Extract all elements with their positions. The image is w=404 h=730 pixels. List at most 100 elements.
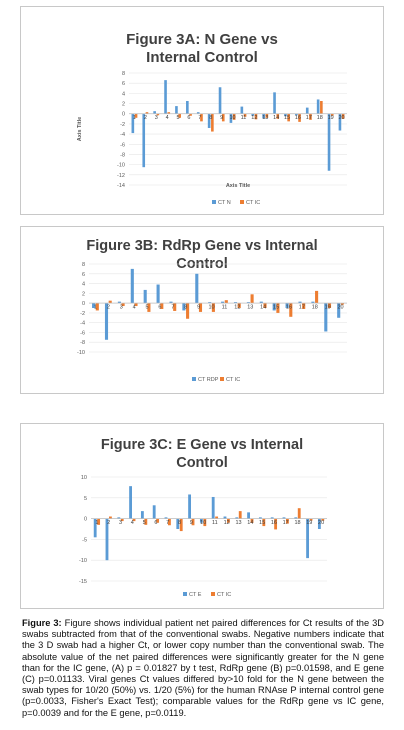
chart-b-bar-ic [121, 303, 125, 307]
caption-text: Figure shows individual patient net pair… [22, 618, 385, 718]
chart-c-bar-gene [294, 517, 298, 519]
chart-c-title: Figure 3C: E Gene vs Internal Control [21, 436, 383, 472]
chart-a-bar-ic [200, 113, 203, 122]
chart-b-ytick-label: 6 [82, 272, 85, 278]
chart-c-bar-gene [258, 517, 262, 519]
chart-b-bar-ic [211, 303, 215, 312]
chart-b-category-label: 11 [222, 305, 228, 311]
chart-c-bar-gene [188, 494, 191, 519]
chart-a-bar-ic [287, 113, 290, 122]
chart-c-category-label: 19 [306, 520, 312, 526]
chart-b-category-label: 2 [107, 305, 110, 311]
chart-a-bar-gene [196, 112, 200, 114]
chart-b-bar-gene [246, 302, 250, 304]
chart-a-category-label: 8 [209, 115, 212, 121]
chart-c-category-label: 14 [247, 520, 253, 526]
chart-a-bar-ic [243, 113, 247, 117]
chart-c-bar-gene [282, 517, 286, 519]
chart-c-bar-gene [140, 511, 144, 519]
chart-c-bar-gene [105, 518, 109, 561]
chart-a-bar-ic [156, 113, 160, 116]
chart-a-ytick-label: -12 [117, 173, 125, 179]
chart-a-title-line2: Internal Control [146, 49, 258, 66]
chart-b-category-label: 15 [273, 305, 279, 311]
chart-a-category-label: 12 [251, 115, 257, 121]
chart-c-bar-gene [93, 518, 97, 538]
chart-c-category-label: 12 [224, 520, 230, 526]
chart-c-bar-gene [317, 518, 321, 529]
chart-b-category-label: 12 [234, 305, 240, 311]
chart-b-bar-ic [327, 303, 332, 308]
chart-c-bar-gene [152, 505, 156, 519]
chart-a-category-label: 9 [220, 115, 223, 121]
chart-c-legend-swatch [211, 592, 215, 596]
chart-c-category-label: 4 [131, 520, 134, 526]
chart-b-bar-ic [315, 290, 319, 304]
chart-a-bar-gene [153, 111, 156, 114]
chart-a-bar-ic [320, 101, 323, 114]
chart-a-title: Figure 3A: N Gene vs Internal Control [21, 31, 383, 67]
chart-panel-c: Figure 3C: E Gene vs Internal Control 10… [20, 423, 384, 609]
chart-a-bar-ic [134, 113, 138, 118]
chart-c-category-label: 8 [178, 520, 181, 526]
chart-b-category-label: 5 [146, 305, 149, 311]
chart-b-category-label: 10 [208, 305, 214, 311]
chart-c-ytick-label: 10 [81, 475, 87, 481]
chart-b-category-label: 9 [197, 305, 200, 311]
chart-b-legend-label: CT IC [226, 377, 240, 383]
chart-a-category-label: 14 [273, 115, 279, 121]
chart-a-bar-ic [330, 113, 334, 116]
chart-c-ytick-label: -5 [82, 537, 87, 543]
chart-c-category-label: 16 [271, 520, 277, 526]
chart-c-bar-ic [274, 518, 278, 530]
chart-a-bar-gene [240, 106, 244, 114]
chart-a-bar-ic [145, 112, 149, 114]
chart-b-bar-ic [263, 303, 267, 308]
chart-a-bar-gene [164, 80, 167, 114]
chart-b-title: Figure 3B: RdRp Gene vs Internal Control [21, 237, 383, 273]
chart-b-ytick-label: 8 [82, 262, 85, 268]
chart-a-category-label: 1 [133, 115, 136, 121]
chart-panel-a: Figure 3A: N Gene vs Internal Control 8 6… [20, 6, 384, 215]
chart-b-category-label: 19 [325, 305, 331, 311]
chart-a-bar-gene [186, 101, 189, 114]
chart-a-bar-gene [295, 113, 298, 116]
chart-c-bar-ic [156, 518, 160, 523]
chart-a-xaxis-title: Axis Title [226, 183, 250, 189]
chart-c-category-label: 17 [283, 520, 289, 526]
chart-a-bar-ic [265, 113, 269, 118]
chart-c-category-label: 9 [190, 520, 193, 526]
chart-b-bar-gene [285, 303, 289, 308]
chart-a-bar-gene [327, 113, 331, 171]
chart-a-title-line1: Figure 3A: N Gene vs [126, 31, 278, 48]
chart-c-category-label: 7 [166, 520, 169, 526]
chart-b-category-label: 16 [286, 305, 292, 311]
chart-b-category-label: 3 [120, 305, 123, 311]
chart-c-legend-label: CT IC [217, 592, 231, 598]
chart-b-bar-ic [95, 303, 99, 311]
chart-c-ytick-label: -15 [79, 579, 87, 585]
chart-c-bar-gene [270, 517, 274, 519]
chart-c-bar-ic [97, 518, 101, 525]
chart-c-bar-ic [309, 518, 313, 521]
chart-b-bar-gene [337, 303, 341, 318]
chart-a-yaxis-title: Axis Title [77, 117, 83, 141]
chart-b-bar-gene [104, 303, 109, 340]
chart-a-bar-ic [211, 113, 214, 132]
chart-c-title-line1: Figure 3C: E Gene vs Internal [100, 437, 304, 453]
chart-b-bar-ic [186, 303, 190, 319]
chart-c-bar-ic [262, 518, 266, 527]
chart-b-bar-gene [233, 302, 238, 304]
chart-b-ytick-label: -10 [77, 350, 85, 356]
chart-a-category-label: 10 [229, 115, 235, 121]
chart-c-legend-label: CT E [189, 592, 202, 598]
chart-c-bar-gene [176, 518, 180, 529]
chart-b-bar-ic [250, 294, 254, 304]
chart-c-ytick-label: 5 [84, 496, 87, 502]
chart-a-category-label: 5 [177, 115, 180, 121]
chart-a-bar-ic [189, 113, 192, 116]
chart-a-ytick-label: -10 [117, 163, 125, 169]
